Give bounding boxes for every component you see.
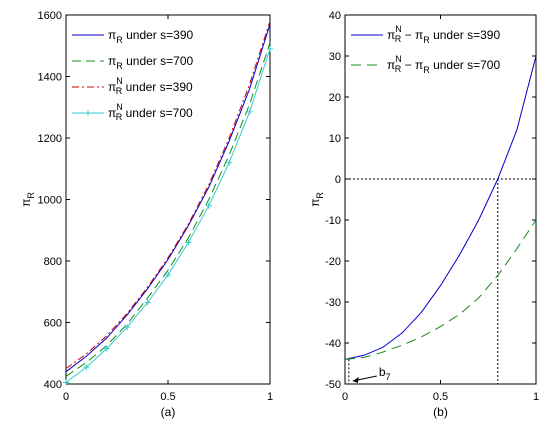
- legend-entry: πR under s=390: [108, 28, 193, 45]
- x-tick-label: 0: [342, 391, 348, 403]
- legend-suffix: under s=700: [123, 54, 194, 68]
- x-tick-label: 0: [63, 391, 69, 403]
- y-tick-label: 600: [44, 318, 62, 330]
- legend-tail: under s=390: [430, 28, 501, 42]
- legend-suffix: − π: [401, 28, 423, 42]
- legend-sub: R: [395, 64, 402, 74]
- legend-base: π: [108, 106, 116, 120]
- series-line-1: [65, 24, 271, 373]
- series-point-marker: [185, 239, 192, 246]
- series-point-marker: [226, 159, 233, 166]
- x-tick-label: 1: [267, 391, 273, 403]
- y-tick-label: 400: [44, 379, 62, 391]
- y-tick-label: 1200: [38, 133, 62, 145]
- y-tick-label: 1000: [38, 195, 62, 207]
- x-tick-label: 0.5: [433, 391, 448, 403]
- y-axis-label: πR: [308, 192, 325, 207]
- series-point-marker: [63, 379, 69, 386]
- legend-suffix: − π: [401, 58, 423, 72]
- series-point-marker: [144, 299, 151, 306]
- legend-entry: πN R under s=700: [108, 102, 193, 122]
- legend-base: π: [387, 58, 395, 72]
- series-point-marker: [124, 324, 131, 331]
- legend-base: π: [108, 28, 116, 42]
- y-axis-label-base: π: [308, 199, 322, 207]
- legend-tail: under s=700: [430, 58, 501, 72]
- legend-sub: R: [395, 34, 402, 44]
- y-tick-label: 800: [44, 256, 62, 268]
- legend-suffix: under s=390: [122, 80, 193, 94]
- series-point-marker: [246, 108, 253, 115]
- legend-sub: R: [116, 61, 123, 71]
- series-line-1: [344, 55, 537, 360]
- y-tick-label: 20: [329, 92, 341, 104]
- y-tick-label: 0: [335, 174, 341, 186]
- annotation-sub: 7: [386, 372, 391, 382]
- y-tick-label: 1600: [38, 10, 62, 22]
- series-point-marker: [103, 345, 110, 352]
- y-tick-label: -10: [325, 215, 341, 227]
- series-point-marker: [205, 202, 212, 209]
- legend-marker: [85, 110, 91, 116]
- y-tick-label: 40: [329, 10, 341, 22]
- legend-entry: πN R − πR under s=390: [387, 24, 500, 45]
- series-line-2: [65, 42, 271, 377]
- plot-area: [344, 14, 537, 385]
- legend-sup: N: [395, 54, 402, 64]
- legend-sup: N: [116, 102, 123, 112]
- series-point-marker: [83, 364, 90, 371]
- legend-suffix-sub: R: [423, 35, 430, 45]
- y-tick-label: 1400: [38, 72, 62, 84]
- x-tick-label: 1: [533, 391, 539, 403]
- series-line-2: [344, 219, 537, 360]
- y-tick-label: 30: [329, 51, 341, 63]
- legend-sup: N: [395, 24, 402, 34]
- legend-entry: πN R − πR under s=700: [387, 54, 500, 75]
- annotation-base: b: [379, 365, 386, 379]
- y-tick-label: -20: [325, 256, 341, 268]
- annotation-b7: b7: [379, 365, 391, 382]
- legend-sub: R: [116, 86, 123, 96]
- plot-area: [65, 14, 271, 385]
- legend-sup: N: [116, 76, 123, 86]
- y-tick-label: -50: [325, 379, 341, 391]
- y-axis-label: πR: [19, 192, 36, 207]
- y-axis-label-sub: R: [315, 192, 325, 199]
- panel-label: (b): [433, 405, 448, 419]
- series-point-marker: [267, 45, 273, 52]
- y-tick-label: 10: [329, 133, 341, 145]
- legend-base: π: [108, 54, 116, 68]
- legend-entry: πN R under s=390: [108, 76, 193, 96]
- series-point-marker: [165, 271, 171, 278]
- series-line-3: [65, 21, 271, 370]
- legend-sub: R: [116, 112, 123, 122]
- annotation-arrowhead: [352, 377, 359, 383]
- panel-label: (a): [161, 405, 176, 419]
- legend-base: π: [387, 28, 395, 42]
- x-tick-label: 0.5: [160, 391, 175, 403]
- y-tick-label: -30: [325, 297, 341, 309]
- legend-suffix-sub: R: [423, 65, 430, 75]
- legend-entry: πR under s=700: [108, 54, 193, 71]
- y-tick-label: -40: [325, 338, 341, 350]
- y-axis-label-sub: R: [26, 192, 36, 199]
- y-axis-label-base: π: [19, 199, 33, 207]
- legend-base: π: [108, 80, 116, 94]
- legend-suffix: under s=390: [123, 28, 194, 42]
- legend-suffix: under s=700: [122, 106, 193, 120]
- legend-sub: R: [116, 35, 123, 45]
